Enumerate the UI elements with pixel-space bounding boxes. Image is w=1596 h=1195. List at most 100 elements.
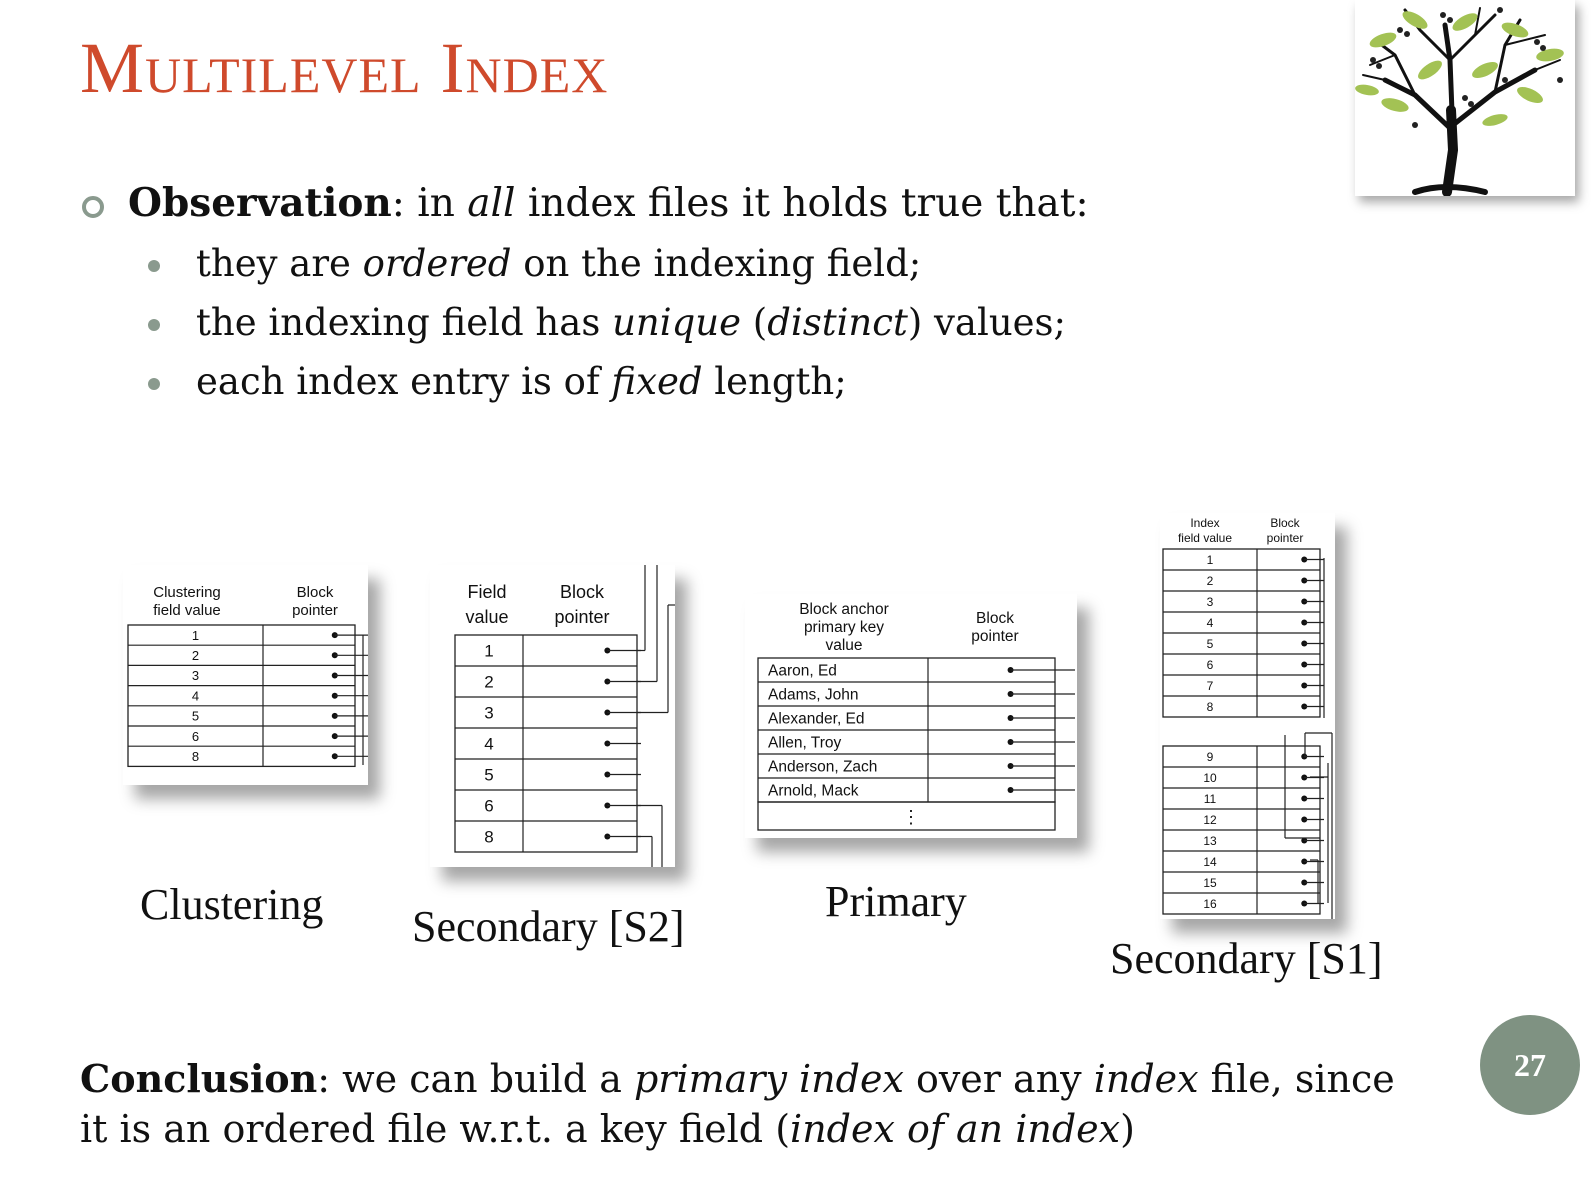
primary-ellipsis: ⋮: [902, 807, 920, 827]
s1-header-label: pointer: [1267, 531, 1304, 545]
primary-header-label: Block anchor: [799, 601, 889, 618]
s2-value-label: 2: [484, 673, 493, 692]
page-number-badge: 27: [1480, 1015, 1580, 1115]
bullet-fixed: each index entry is of fixed length;: [196, 357, 847, 407]
clustering-header-label: Clustering: [153, 584, 221, 601]
primary-continuation-row: [757, 801, 1056, 831]
s2-value-label: 4: [484, 735, 493, 754]
s2-value-label: 6: [484, 797, 493, 816]
bullet-dot-icon: [148, 378, 160, 390]
s2-value-label: 5: [484, 766, 493, 785]
conclusion-lead: Conclusion: [80, 1056, 318, 1101]
bullet-text: length;: [702, 360, 847, 403]
observation-text-a: : in: [391, 181, 468, 226]
primary-header-label: Block: [976, 610, 1014, 627]
clustering-table-frame: [127, 624, 356, 768]
primary-value-label: Alexander, Ed: [768, 711, 865, 728]
secondary-s2-index-diagram: Field value Block pointer 1 2 3 4 5 6 8: [430, 565, 675, 867]
caption-primary: Primary: [825, 877, 967, 926]
bullet-text: each index entry is of: [196, 360, 612, 403]
s1-value-label: 10: [1203, 771, 1217, 785]
conclusion-text: ): [1120, 1107, 1135, 1151]
s2-header-label: value: [465, 607, 508, 627]
conclusion-text: over any: [903, 1057, 1094, 1101]
primary-value-label: Aaron, Ed: [768, 663, 837, 680]
primary-header-label: primary key: [804, 619, 884, 636]
s1-value-label: 1: [1207, 553, 1214, 567]
tree-logo: [1355, 0, 1575, 197]
caption-secondary-s2: Secondary [S2]: [412, 902, 685, 951]
s2-pointer-dot: [604, 833, 611, 840]
s2-pointer-dot: [604, 771, 611, 778]
conclusion-em: index of an index: [790, 1107, 1121, 1151]
bullet-em: distinct: [767, 301, 908, 344]
s1-header-label: field value: [1178, 531, 1232, 545]
tree-icon: [1355, 7, 1564, 197]
slide-title: Multilevel Index: [80, 28, 609, 108]
s1-header-label: Block: [1270, 516, 1300, 530]
primary-value-label: Anderson, Zach: [768, 759, 877, 776]
s1-value-label: 6: [1207, 658, 1214, 672]
bullet-text: on the indexing field;: [511, 242, 922, 285]
s2-value-label: 1: [484, 642, 493, 661]
bullet-unique: the indexing field has unique (distinct)…: [196, 298, 1066, 348]
primary-header-label: value: [825, 637, 862, 654]
clustering-value-label: 3: [192, 668, 199, 683]
observation-bullet-icon: [82, 196, 104, 218]
secondary-s2-index-svg: Field value Block pointer 1 2 3 4 5 6 8: [454, 565, 675, 867]
s1-value-label: 11: [1204, 792, 1217, 806]
bullet-text: ) values;: [907, 301, 1066, 344]
observation-line: Observation: in all index files it holds…: [128, 178, 1089, 229]
bullet-em: ordered: [362, 242, 512, 285]
s1-value-label: 8: [1207, 700, 1214, 714]
secondary-s1-index-diagram: Index field value Block pointer 1 2 3 4 5 6 7 8 9 10 1…: [1160, 513, 1335, 919]
bullet-text: the indexing field has: [196, 301, 613, 344]
bullet-ordered: they are ordered on the indexing field;: [196, 239, 921, 289]
primary-index-diagram: Block anchor primary key value Block pointer…: [745, 594, 1077, 838]
s1-value-label: 14: [1203, 855, 1217, 869]
clustering-value-label: 4: [192, 688, 199, 703]
s1-header-label: Index: [1190, 516, 1219, 530]
clustering-index-diagram: Clustering field value Block pointer 1 2 3 4 5 6 8: [123, 565, 368, 785]
s1-value-label: 2: [1207, 574, 1214, 588]
s2-pointer-dot: [604, 709, 611, 716]
s2-header-label: Field: [467, 582, 506, 602]
s2-pointer-dot: [604, 740, 611, 747]
s2-pointer-dot: [604, 802, 611, 809]
conclusion-text: : we can build a: [317, 1057, 634, 1101]
s2-value-label: 8: [484, 828, 493, 847]
primary-header-label: pointer: [971, 628, 1018, 645]
primary-value-label: Allen, Troy: [768, 735, 841, 752]
s1-value-label: 16: [1203, 897, 1217, 911]
bullet-em: fixed: [611, 360, 703, 403]
clustering-value-label: 1: [192, 628, 199, 643]
s2-header-label: Block: [560, 582, 605, 602]
conclusion-em: index: [1093, 1057, 1199, 1101]
s1-value-label: 7: [1207, 679, 1214, 693]
clustering-header-label: Block: [297, 584, 334, 601]
s2-header-label: pointer: [554, 607, 609, 627]
conclusion-text: file, since it is an ordered file w.r.t.…: [80, 1057, 1395, 1151]
caption-clustering: Clustering: [140, 880, 324, 929]
bullet-text: (: [740, 301, 768, 344]
s2-pointer-dot: [604, 678, 611, 685]
clustering-value-label: 2: [192, 648, 199, 663]
s2-value-label: 3: [484, 704, 493, 723]
clustering-header-label: field value: [153, 602, 221, 619]
observation-text-em: all: [467, 181, 516, 226]
s1-value-label: 4: [1207, 616, 1214, 630]
clustering-header-label: pointer: [292, 602, 338, 619]
s2-pointer-dot: [604, 647, 611, 654]
s1-value-label: 3: [1207, 595, 1214, 609]
caption-secondary-s1: Secondary [S1]: [1110, 934, 1383, 983]
clustering-value-label: 5: [192, 709, 199, 724]
bullet-dot-icon: [148, 319, 160, 331]
observation-lead: Observation: [128, 180, 392, 226]
bullet-dot-icon: [148, 260, 160, 272]
s1-value-label: 13: [1203, 834, 1217, 848]
s1-value-label: 12: [1203, 813, 1217, 827]
bullet-text: they are: [196, 242, 363, 285]
